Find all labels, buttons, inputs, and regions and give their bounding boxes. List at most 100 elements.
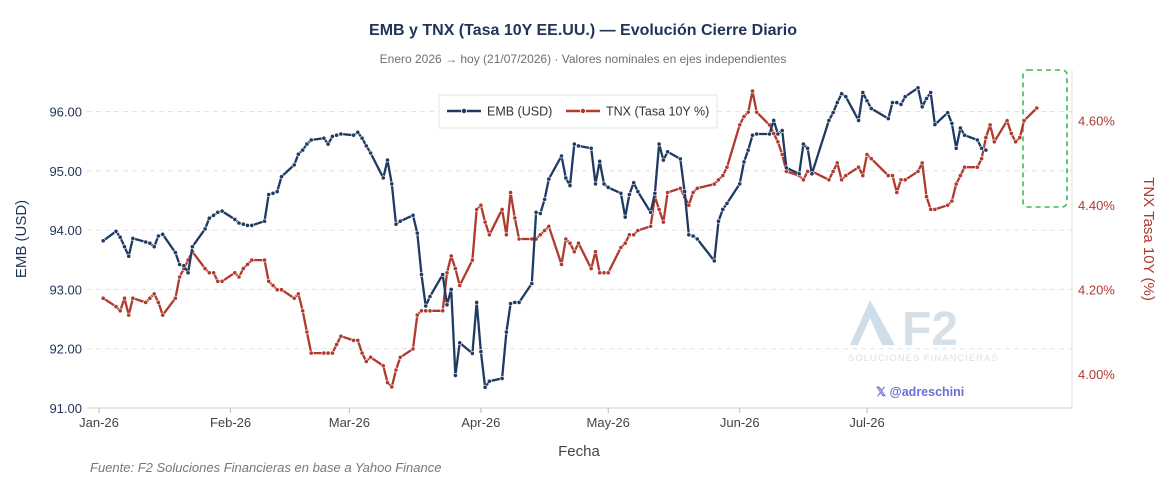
- tnx-point: [368, 354, 373, 360]
- tnx-point: [419, 308, 424, 314]
- emb-point: [750, 132, 755, 138]
- tnx-series: [100, 88, 1040, 390]
- tnx-point: [894, 190, 900, 195]
- tnx-point: [665, 190, 670, 195]
- emb-point: [486, 378, 492, 384]
- right-tick-label: 4.60%: [1078, 114, 1115, 129]
- tnx-point: [546, 223, 552, 229]
- tnx-point: [380, 363, 386, 369]
- tnx-point: [656, 206, 662, 212]
- tnx-point: [232, 270, 238, 276]
- legend-item-tnx[interactable]: TNX (Tasa 10Y %): [566, 105, 709, 119]
- emb-point: [300, 147, 306, 153]
- emb-point: [249, 222, 255, 228]
- left-tick-label: 93.00: [49, 282, 82, 297]
- tnx-point: [202, 266, 208, 271]
- emb-point: [745, 147, 751, 153]
- legend-label-emb: EMB (USD): [487, 105, 552, 119]
- emb-point: [953, 145, 959, 151]
- tnx-point: [932, 206, 938, 212]
- emb-point: [826, 118, 832, 123]
- emb-point: [503, 329, 509, 335]
- tnx-point: [172, 295, 178, 301]
- tnx-point: [805, 168, 810, 174]
- emb-point: [593, 181, 598, 187]
- emb-point: [618, 190, 624, 196]
- emb-point: [546, 176, 552, 182]
- emb-point: [478, 349, 484, 355]
- source-note: Fuente: F2 Soluciones Financieras en bas…: [90, 460, 442, 475]
- tnx-point: [686, 202, 692, 208]
- x-tick-label: Jan-26: [79, 415, 119, 430]
- emb-point: [779, 128, 785, 133]
- tnx-point: [122, 295, 127, 301]
- emb-point: [801, 141, 806, 147]
- legend-item-emb[interactable]: EMB (USD): [447, 105, 552, 119]
- tnx-point: [567, 240, 573, 246]
- emb-point: [537, 211, 543, 216]
- tnx-point: [1017, 135, 1023, 140]
- tnx-point: [720, 173, 726, 178]
- emb-point: [368, 150, 373, 156]
- tnx-point: [385, 380, 390, 385]
- tnx-point: [958, 173, 963, 178]
- tnx-point: [987, 122, 993, 128]
- emb-point: [919, 104, 925, 110]
- tnx-point: [440, 308, 446, 314]
- emb-point: [868, 106, 874, 111]
- emb-series: [100, 85, 989, 390]
- emb-point: [189, 244, 195, 250]
- tnx-point: [359, 350, 365, 356]
- tnx-point: [775, 139, 781, 145]
- emb-point: [796, 171, 802, 177]
- emb-point: [542, 196, 547, 202]
- tnx-point: [915, 168, 921, 174]
- tnx-point: [393, 367, 399, 373]
- tnx-point: [563, 236, 569, 242]
- emb-point: [321, 135, 327, 141]
- tnx-point: [801, 177, 806, 183]
- tnx-point: [126, 312, 132, 318]
- emb-point: [567, 183, 573, 188]
- tnx-point: [300, 308, 306, 314]
- left-tick-label: 91.00: [49, 401, 82, 416]
- emb-point: [563, 175, 569, 181]
- emb-point: [452, 372, 458, 378]
- emb-point: [240, 221, 246, 227]
- emb-point: [809, 171, 815, 177]
- x-tick-label: Mar-26: [329, 415, 370, 430]
- tnx-point: [1008, 130, 1014, 136]
- emb-point: [334, 132, 339, 138]
- emb-point: [724, 200, 730, 206]
- emb-point: [771, 118, 777, 123]
- emb-point: [380, 175, 386, 181]
- left-tick-label: 95.00: [49, 164, 82, 179]
- tnx-point: [860, 173, 866, 178]
- tnx-point: [155, 299, 161, 305]
- tnx-point: [962, 164, 967, 170]
- emb-point: [512, 299, 518, 305]
- emb-point: [262, 218, 267, 224]
- emb-point: [928, 90, 934, 95]
- tnx-point: [304, 329, 310, 335]
- emb-point: [397, 218, 403, 224]
- tnx-point: [410, 346, 416, 352]
- chart-title: EMB y TNX (Tasa 10Y EE.UU.) — Evolución …: [369, 22, 797, 39]
- emb-point: [890, 100, 895, 105]
- tnx-point: [750, 88, 755, 94]
- tnx-point: [308, 350, 314, 356]
- x-axis-ticks: Jan-26 Feb-26 Mar-26 Apr-26 May-26 Jun-26 Jul-…: [79, 408, 885, 430]
- emb-point: [597, 158, 603, 164]
- right-tick-label: 4.00%: [1078, 367, 1115, 382]
- emb-point: [559, 153, 564, 159]
- emb-point: [631, 180, 637, 186]
- tnx-point: [537, 232, 543, 238]
- right-axis-label: TNX Tasa 10Y (%): [1140, 177, 1157, 301]
- tnx-point: [856, 164, 861, 170]
- emb-point: [885, 116, 891, 121]
- x-axis-label: Fecha: [558, 443, 600, 460]
- emb-point: [601, 181, 607, 187]
- tnx-point: [631, 232, 637, 238]
- tnx-point: [448, 253, 454, 259]
- emb-point: [338, 131, 344, 137]
